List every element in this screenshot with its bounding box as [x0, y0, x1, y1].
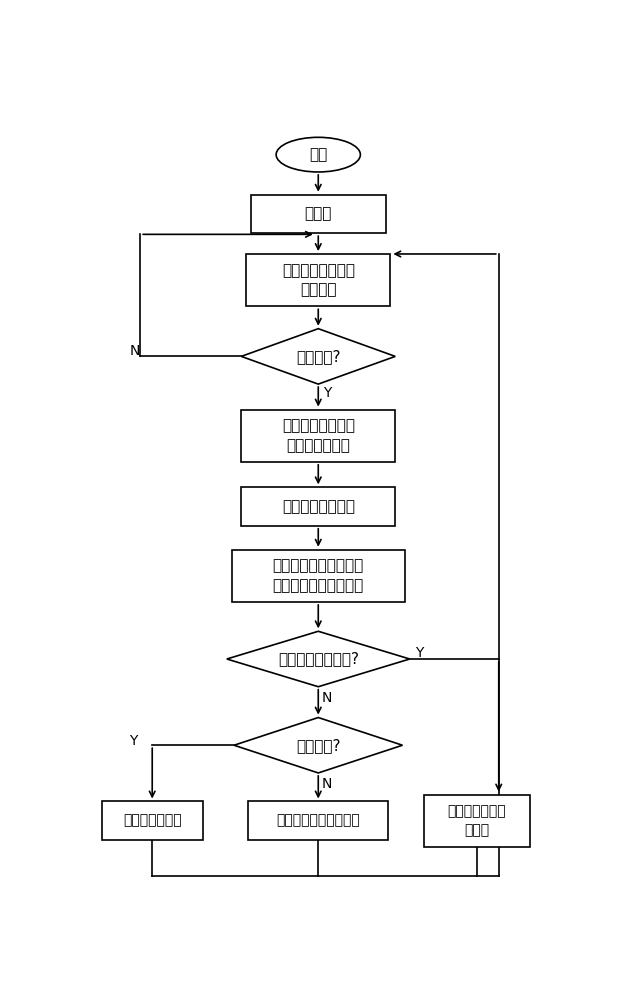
FancyBboxPatch shape — [232, 550, 405, 602]
Text: 按计算结果输出控制量: 按计算结果输出控制量 — [276, 814, 360, 828]
FancyBboxPatch shape — [102, 801, 202, 840]
FancyBboxPatch shape — [246, 254, 391, 306]
Polygon shape — [241, 329, 396, 384]
Text: 采集电压、电流、
温度参数: 采集电压、电流、 温度参数 — [282, 263, 355, 298]
FancyBboxPatch shape — [241, 487, 395, 526]
FancyBboxPatch shape — [248, 801, 388, 840]
Ellipse shape — [276, 137, 360, 172]
FancyBboxPatch shape — [251, 195, 386, 233]
Text: 电流是否高于上限?: 电流是否高于上限? — [278, 652, 359, 666]
Text: Y: Y — [415, 646, 424, 660]
Text: N: N — [322, 690, 332, 704]
Text: 充电状态?: 充电状态? — [296, 349, 340, 364]
Text: N: N — [322, 777, 332, 791]
Polygon shape — [227, 631, 410, 687]
Text: 按电流上限输出
控制量: 按电流上限输出 控制量 — [448, 804, 506, 837]
Text: 根据最高单体电压与基
准电压，计算出控制量: 根据最高单体电压与基 准电压，计算出控制量 — [273, 558, 364, 593]
Polygon shape — [234, 718, 402, 773]
FancyBboxPatch shape — [424, 795, 530, 847]
Text: 将充电电流置零: 将充电电流置零 — [123, 814, 181, 828]
Text: 取出最高单体电压: 取出最高单体电压 — [282, 499, 355, 514]
Text: Y: Y — [323, 386, 331, 400]
Text: 充电已满?: 充电已满? — [296, 738, 340, 753]
Text: N: N — [129, 344, 140, 358]
Text: 根据温度计算出当
前充电电流上限: 根据温度计算出当 前充电电流上限 — [282, 418, 355, 453]
Text: 初始化: 初始化 — [304, 206, 332, 221]
Text: 开始: 开始 — [309, 147, 327, 162]
FancyBboxPatch shape — [241, 410, 395, 462]
Text: Y: Y — [129, 734, 137, 748]
